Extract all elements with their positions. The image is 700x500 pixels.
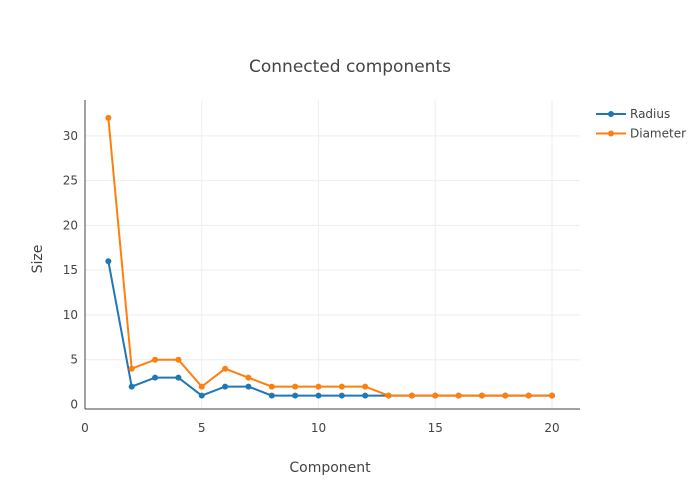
data-point-diameter xyxy=(408,392,415,399)
legend-marker xyxy=(608,130,614,137)
y-tick-label: 20 xyxy=(63,218,78,232)
data-point-radius xyxy=(128,383,135,390)
series-line-radius xyxy=(107,261,552,397)
data-point-radius xyxy=(292,392,299,399)
legend-marker xyxy=(608,111,614,117)
data-point-diameter xyxy=(292,383,299,390)
y-tick-label: 0 xyxy=(70,398,78,412)
data-point-radius xyxy=(105,258,112,265)
series xyxy=(105,114,555,399)
data-point-radius xyxy=(268,392,275,399)
data-point-radius xyxy=(315,392,322,399)
x-tick-label: 5 xyxy=(198,421,206,435)
x-tick-label: 20 xyxy=(544,421,559,435)
series-radius xyxy=(105,258,555,399)
y-tick-label: 15 xyxy=(63,263,78,277)
x-tick-label: 10 xyxy=(311,421,326,435)
data-point-diameter xyxy=(128,365,135,372)
x-tick-labels: 0 5 10 15 20 xyxy=(81,421,559,435)
data-point-radius xyxy=(198,392,205,399)
chart-title: Connected components xyxy=(249,57,451,77)
data-point-radius xyxy=(152,374,159,381)
data-point-diameter xyxy=(338,383,345,390)
legend-item-radius: Radius xyxy=(596,107,670,121)
data-point-diameter xyxy=(432,392,439,399)
y-axis-title: Size xyxy=(30,245,46,274)
data-point-diameter xyxy=(105,114,112,121)
data-point-radius xyxy=(362,392,369,399)
y-tick-label: 30 xyxy=(63,129,78,143)
data-point-diameter xyxy=(478,392,485,399)
data-point-diameter xyxy=(152,356,159,363)
legend-label: Radius xyxy=(630,107,670,121)
data-point-diameter xyxy=(385,392,392,399)
data-point-diameter xyxy=(525,392,532,399)
legend-item-diameter: Diameter xyxy=(596,127,686,141)
legend: Radius Diameter xyxy=(596,107,686,141)
data-point-diameter xyxy=(245,374,252,381)
data-point-diameter xyxy=(198,383,205,390)
axes xyxy=(84,100,580,410)
y-tick-label: 10 xyxy=(63,308,78,322)
x-tick-label: 15 xyxy=(428,421,443,435)
data-point-diameter xyxy=(548,392,555,399)
data-point-diameter xyxy=(502,392,509,399)
data-point-diameter xyxy=(362,383,369,390)
data-point-diameter xyxy=(175,356,182,363)
y-tick-labels: 0 5 10 15 20 25 30 xyxy=(63,129,78,412)
y-tick-label: 25 xyxy=(63,174,78,188)
data-point-diameter xyxy=(222,365,229,372)
series-line-diameter xyxy=(107,117,552,397)
data-point-diameter xyxy=(455,392,462,399)
y-tick-label: 5 xyxy=(70,353,78,367)
data-point-radius xyxy=(175,374,182,381)
data-point-diameter xyxy=(315,383,322,390)
x-axis-title: Component xyxy=(289,460,371,476)
data-point-diameter xyxy=(268,383,275,390)
data-point-radius xyxy=(245,383,252,390)
x-tick-label: 0 xyxy=(81,421,89,435)
data-point-radius xyxy=(222,383,229,390)
legend-label: Diameter xyxy=(630,127,686,141)
grid xyxy=(85,100,580,409)
series-diameter xyxy=(105,114,555,399)
data-point-radius xyxy=(338,392,345,399)
